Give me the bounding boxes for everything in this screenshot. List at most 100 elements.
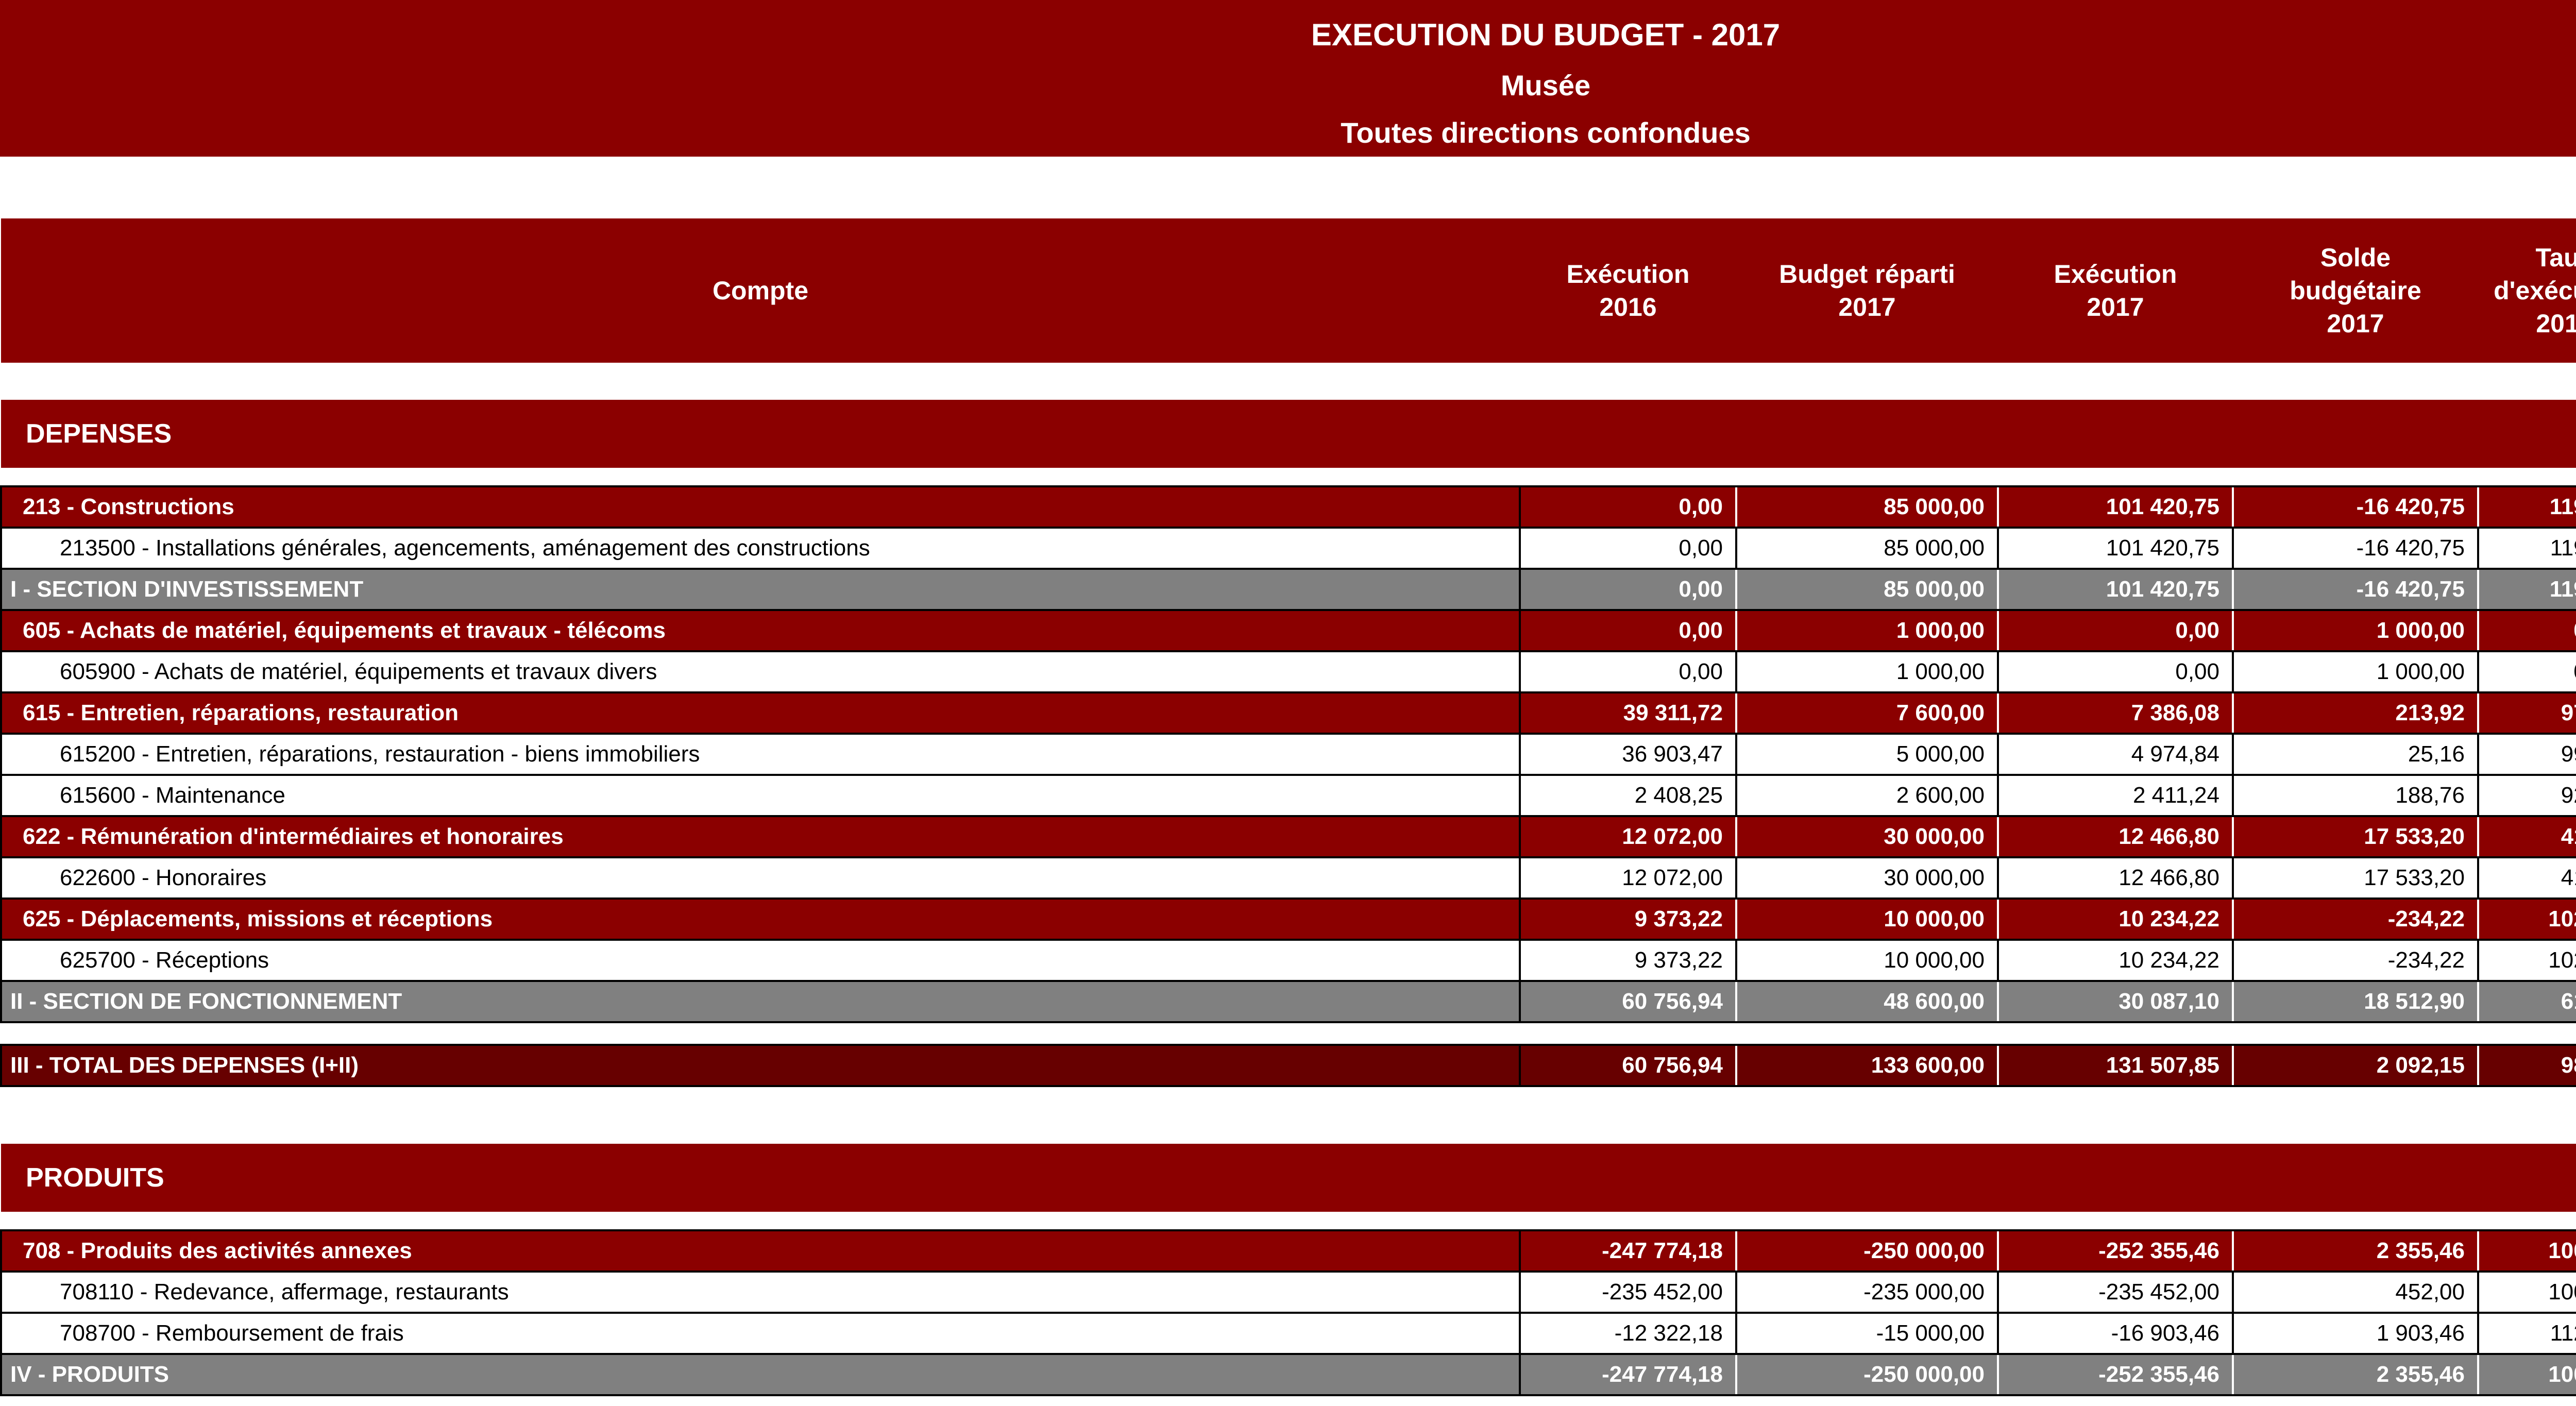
col-header-execution-2017: Exécution 2017	[1998, 218, 2233, 363]
cell-taux-execution-2017: 119,32%	[2477, 485, 2576, 529]
spacer-row	[1, 1086, 2576, 1144]
cell-solde-budgetaire-2017: 2 092,15	[2232, 1044, 2478, 1087]
cell-execution-2016: 9 373,22	[1519, 897, 1736, 941]
cell-execution-2016: -247 774,18	[1519, 1353, 1736, 1396]
cell-budget-reparti-2017: 85 000,00	[1735, 527, 1999, 570]
cell-budget-reparti-2017: -15 000,00	[1735, 1312, 1999, 1355]
detail-row: 213500 - Installations générales, agence…	[0, 527, 2576, 570]
cell-budget-reparti-2017: 1 000,00	[1735, 609, 1998, 652]
cell-solde-budgetaire-2017: -16 420,75	[2232, 485, 2478, 529]
cell-execution-2017: 101 420,75	[1997, 485, 2233, 529]
cell-execution-2017: 101 420,75	[1997, 568, 2233, 611]
cell-solde-budgetaire-2017: 1 903,46	[2232, 1312, 2479, 1355]
detail-row: 708700 - Remboursement de frais -12 322,1…	[0, 1312, 2576, 1355]
row-label: 615 - Entretien, réparations, restaurati…	[0, 691, 1521, 735]
cell-execution-2016: 2 408,25	[1519, 774, 1737, 817]
col-header-budget-reparti-2017: Budget réparti 2017	[1736, 218, 1998, 363]
cell-taux-execution-2017: 119,32%	[2477, 527, 2576, 570]
gap-under-title	[0, 157, 2576, 218]
spacer-row	[1, 1022, 2576, 1045]
cell-taux-execution-2017: 100,19%	[2477, 1271, 2576, 1314]
detail-row: 625700 - Réceptions 9 373,22 10 000,00 10 2…	[0, 939, 2576, 982]
cell-solde-budgetaire-2017: -234,22	[2232, 939, 2479, 982]
category-row: 708 - Produits des activités annexes -247…	[0, 1229, 2576, 1273]
table-header: Compte Exécution 2016 Budget réparti 201…	[1, 218, 2576, 363]
cell-solde-budgetaire-2017: 18 512,90	[2232, 980, 2478, 1023]
detail-row: 615200 - Entretien, réparations, restaur…	[0, 733, 2576, 776]
cell-execution-2017: 10 234,22	[1997, 897, 2233, 941]
cell-budget-reparti-2017: 5 000,00	[1735, 733, 1999, 776]
cell-taux-execution-2017: 97,19%	[2477, 691, 2576, 735]
section-band-title: PRODUITS	[1, 1144, 2576, 1212]
cell-solde-budgetaire-2017: 213,92	[2232, 691, 2478, 735]
budget-table: Compte Exécution 2016 Budget réparti 201…	[0, 218, 2576, 1396]
total-row: III - TOTAL DES DEPENSES (I+II) 60 756,94…	[0, 1044, 2576, 1087]
cell-solde-budgetaire-2017: 25,16	[2232, 733, 2479, 776]
cell-budget-reparti-2017: 10 000,00	[1735, 939, 1999, 982]
cell-execution-2017: 12 466,80	[1997, 815, 2233, 858]
cell-budget-reparti-2017: -250 000,00	[1735, 1229, 1998, 1273]
col-header-taux-execution-2017: Taux d'exécution 2017	[2478, 218, 2576, 363]
cell-execution-2016: 60 756,94	[1519, 980, 1736, 1023]
cell-budget-reparti-2017: 48 600,00	[1735, 980, 1998, 1023]
cell-execution-2017: 0,00	[1997, 609, 2233, 652]
cell-execution-2017: 101 420,75	[1997, 527, 2234, 570]
detail-row: 615600 - Maintenance 2 408,25 2 600,00 2 41…	[0, 774, 2576, 817]
col-header-solde-budgetaire-2017: Solde budgétaire 2017	[2233, 218, 2478, 363]
cell-taux-execution-2017: 100,94%	[2477, 1229, 2576, 1273]
spacer-row	[1, 468, 2576, 486]
cell-execution-2017: -235 452,00	[1997, 1271, 2234, 1314]
row-label: 605 - Achats de matériel, équipements et…	[0, 609, 1521, 652]
cell-execution-2016: 0,00	[1519, 527, 1737, 570]
detail-row: 622600 - Honoraires 12 072,00 30 000,00 12 …	[0, 856, 2576, 900]
cell-taux-execution-2017: 98,43%	[2477, 1044, 2576, 1087]
cell-taux-execution-2017: 41,56%	[2477, 815, 2576, 858]
column-header-row: Compte Exécution 2016 Budget réparti 201…	[1, 218, 2576, 363]
spacer-row	[1, 363, 2576, 400]
cell-solde-budgetaire-2017: 452,00	[2232, 1271, 2479, 1314]
cell-execution-2017: 131 507,85	[1997, 1044, 2233, 1087]
cell-solde-budgetaire-2017: 1 000,00	[2232, 650, 2479, 693]
row-label: 615200 - Entretien, réparations, restaur…	[0, 733, 1521, 776]
col-header-execution-2016: Exécution 2016	[1520, 218, 1736, 363]
cell-execution-2017: 10 234,22	[1997, 939, 2234, 982]
cell-solde-budgetaire-2017: 188,76	[2232, 774, 2479, 817]
row-label: 708110 - Redevance, affermage, restauran…	[0, 1271, 1521, 1314]
detail-row: 708110 - Redevance, affermage, restauran…	[0, 1271, 2576, 1314]
cell-solde-budgetaire-2017: -234,22	[2232, 897, 2478, 941]
report-title-band: EXECUTION DU BUDGET - 2017 Musée Toutes …	[0, 0, 2576, 157]
report-subtitle-scope: Toutes directions confondues	[1341, 116, 1751, 149]
row-label: III - TOTAL DES DEPENSES (I+II)	[0, 1044, 1521, 1087]
cell-execution-2016: 0,00	[1519, 650, 1737, 693]
cell-solde-budgetaire-2017: -16 420,75	[2232, 527, 2479, 570]
cell-solde-budgetaire-2017: -16 420,75	[2232, 568, 2478, 611]
section-row: IV - PRODUITS -247 774,18 -250 000,00 -252 …	[0, 1353, 2576, 1396]
cell-execution-2016: 36 903,47	[1519, 733, 1737, 776]
row-label: 605900 - Achats de matériel, équipements…	[0, 650, 1521, 693]
cell-taux-execution-2017: 112,69%	[2477, 1312, 2576, 1355]
cell-execution-2016: -235 452,00	[1519, 1271, 1737, 1314]
row-label: 708700 - Remboursement de frais	[0, 1312, 1521, 1355]
cell-solde-budgetaire-2017: 17 533,20	[2232, 856, 2479, 900]
section-row: I - SECTION D'INVESTISSEMENT 0,00 85 000,0…	[0, 568, 2576, 611]
category-row: 625 - Déplacements, missions et réceptio…	[0, 897, 2576, 941]
cell-taux-execution-2017: 100,94%	[2477, 1353, 2576, 1396]
table-body: DEPENSES 213 - Constructions 0,00 85 000,00…	[0, 363, 2576, 1396]
section-band: DEPENSES	[1, 400, 2576, 468]
cell-execution-2017: 30 087,10	[1997, 980, 2233, 1023]
cell-budget-reparti-2017: 133 600,00	[1735, 1044, 1998, 1087]
cell-execution-2017: 0,00	[1997, 650, 2234, 693]
category-row: 622 - Rémunération d'intermédiaires et h…	[0, 815, 2576, 858]
cell-execution-2017: 2 411,24	[1997, 774, 2234, 817]
cell-execution-2016: 0,00	[1519, 568, 1736, 611]
cell-budget-reparti-2017: 30 000,00	[1735, 815, 1998, 858]
row-label: 708 - Produits des activités annexes	[0, 1229, 1521, 1273]
row-label: I - SECTION D'INVESTISSEMENT	[0, 568, 1521, 611]
cell-budget-reparti-2017: 30 000,00	[1735, 856, 1999, 900]
cell-execution-2016: -247 774,18	[1519, 1229, 1736, 1273]
cell-execution-2016: 0,00	[1519, 609, 1736, 652]
cell-execution-2016: 12 072,00	[1519, 856, 1737, 900]
cell-budget-reparti-2017: 1 000,00	[1735, 650, 1999, 693]
cell-execution-2017: -16 903,46	[1997, 1312, 2234, 1355]
